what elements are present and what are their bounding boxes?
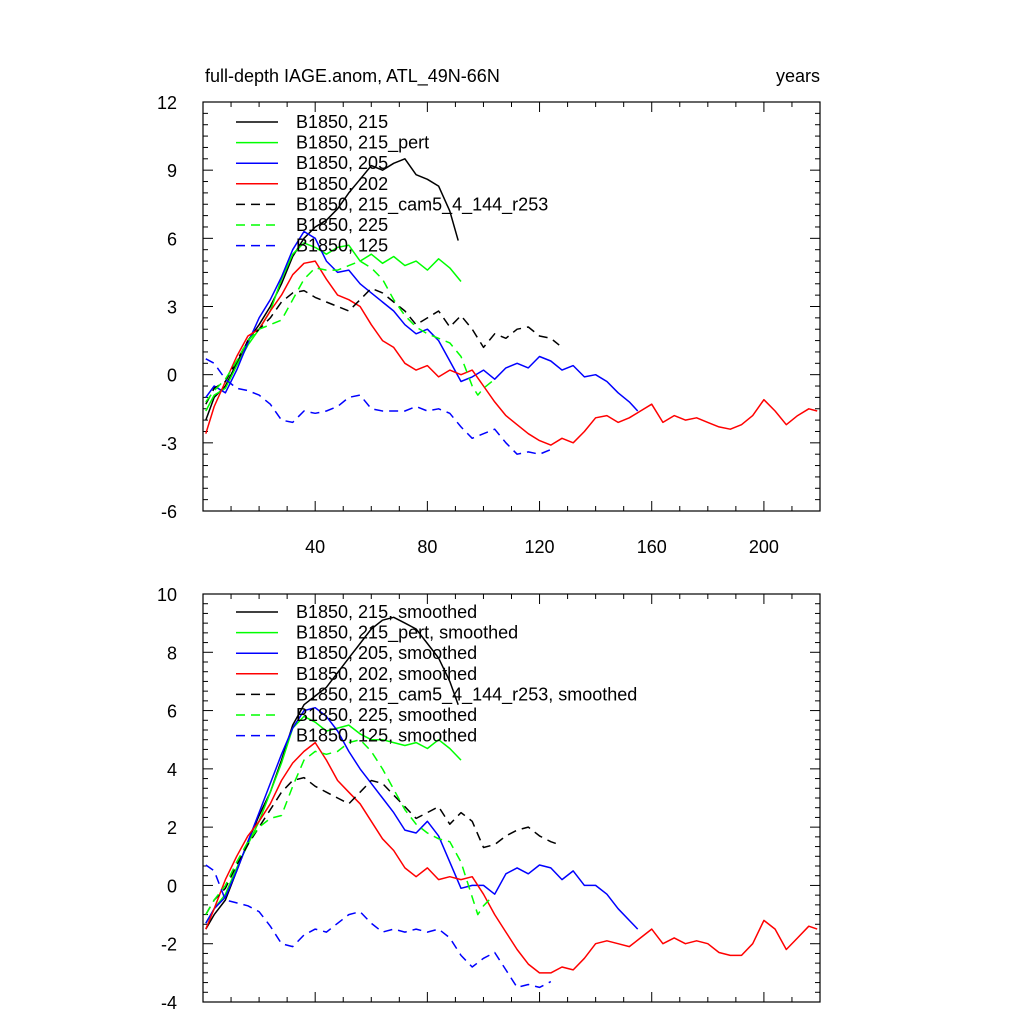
bottom-series-line-3 xyxy=(205,741,818,974)
top-series-line-0 xyxy=(205,158,459,421)
bottom-y-tick-label: 8 xyxy=(167,643,177,663)
top-series-line-2 xyxy=(205,230,639,412)
bottom-series-line-4 xyxy=(205,776,560,915)
bottom-series-line-5 xyxy=(205,738,493,916)
bottom-y-tick-label: 4 xyxy=(167,760,177,780)
bottom-y-tick-label: 2 xyxy=(167,818,177,838)
top-y-tick-label: 6 xyxy=(167,229,177,249)
top-y-tick-label: -3 xyxy=(161,434,177,454)
bottom-legend-label: B1850, 205, smoothed xyxy=(296,643,477,663)
bottom-legend-label: B1850, 215_pert, smoothed xyxy=(296,623,518,644)
top-legend-label: B1850, 215_cam5_4_144_r253 xyxy=(296,194,548,215)
top-legend-label: B1850, 202 xyxy=(296,174,388,194)
top-chart-title: full-depth IAGE.anom, ATL_49N-66N xyxy=(205,66,500,87)
top-series-line-5 xyxy=(205,260,493,403)
top-y-tick-label: 0 xyxy=(167,366,177,386)
top-x-tick-label: 40 xyxy=(305,537,325,557)
bottom-y-tick-label: 10 xyxy=(157,585,177,605)
bottom-legend-label: B1850, 225, smoothed xyxy=(296,705,477,725)
bottom-series-group xyxy=(205,616,818,989)
top-series-group xyxy=(205,158,818,455)
top-legend-label: B1850, 215 xyxy=(296,112,388,132)
bottom-series-line-1 xyxy=(205,715,462,924)
top-legend-label: B1850, 225 xyxy=(296,215,388,235)
bottom-y-tick-label: 0 xyxy=(167,876,177,896)
top-legend-label: B1850, 205 xyxy=(296,153,388,173)
bottom-legend-label: B1850, 125, smoothed xyxy=(296,726,477,746)
bottom-y-tick-label: -2 xyxy=(161,935,177,955)
top-chart-units: years xyxy=(776,66,820,86)
top-x-tick-label: 200 xyxy=(749,537,779,557)
top-series-line-6 xyxy=(205,358,552,455)
top-x-tick-label: 120 xyxy=(525,537,555,557)
bottom-legend-label: B1850, 215, smoothed xyxy=(296,602,477,622)
top-panel: full-depth IAGE.anom, ATL_49N-66N years … xyxy=(157,66,821,557)
bottom-legend-label: B1850, 215_cam5_4_144_r253, smoothed xyxy=(296,684,637,705)
bottom-y-tick-label: -4 xyxy=(161,993,177,1013)
bottom-series-line-2 xyxy=(205,706,639,930)
bottom-legend-label: B1850, 202, smoothed xyxy=(296,664,477,684)
top-x-tick-label: 80 xyxy=(417,537,437,557)
top-y-tick-label: -6 xyxy=(161,502,177,522)
top-legend-label: B1850, 125 xyxy=(296,236,388,256)
top-x-tick-label: 160 xyxy=(637,537,667,557)
top-y-tick-label: 12 xyxy=(157,93,177,113)
bottom-y-tick-label: 6 xyxy=(167,702,177,722)
top-series-line-3 xyxy=(205,260,818,446)
top-legend-label: B1850, 215_pert xyxy=(296,133,429,154)
top-y-tick-label: 3 xyxy=(167,298,177,318)
top-y-tick-label: 9 xyxy=(167,161,177,181)
top-series-line-4 xyxy=(205,287,560,405)
bottom-series-line-6 xyxy=(205,864,552,989)
